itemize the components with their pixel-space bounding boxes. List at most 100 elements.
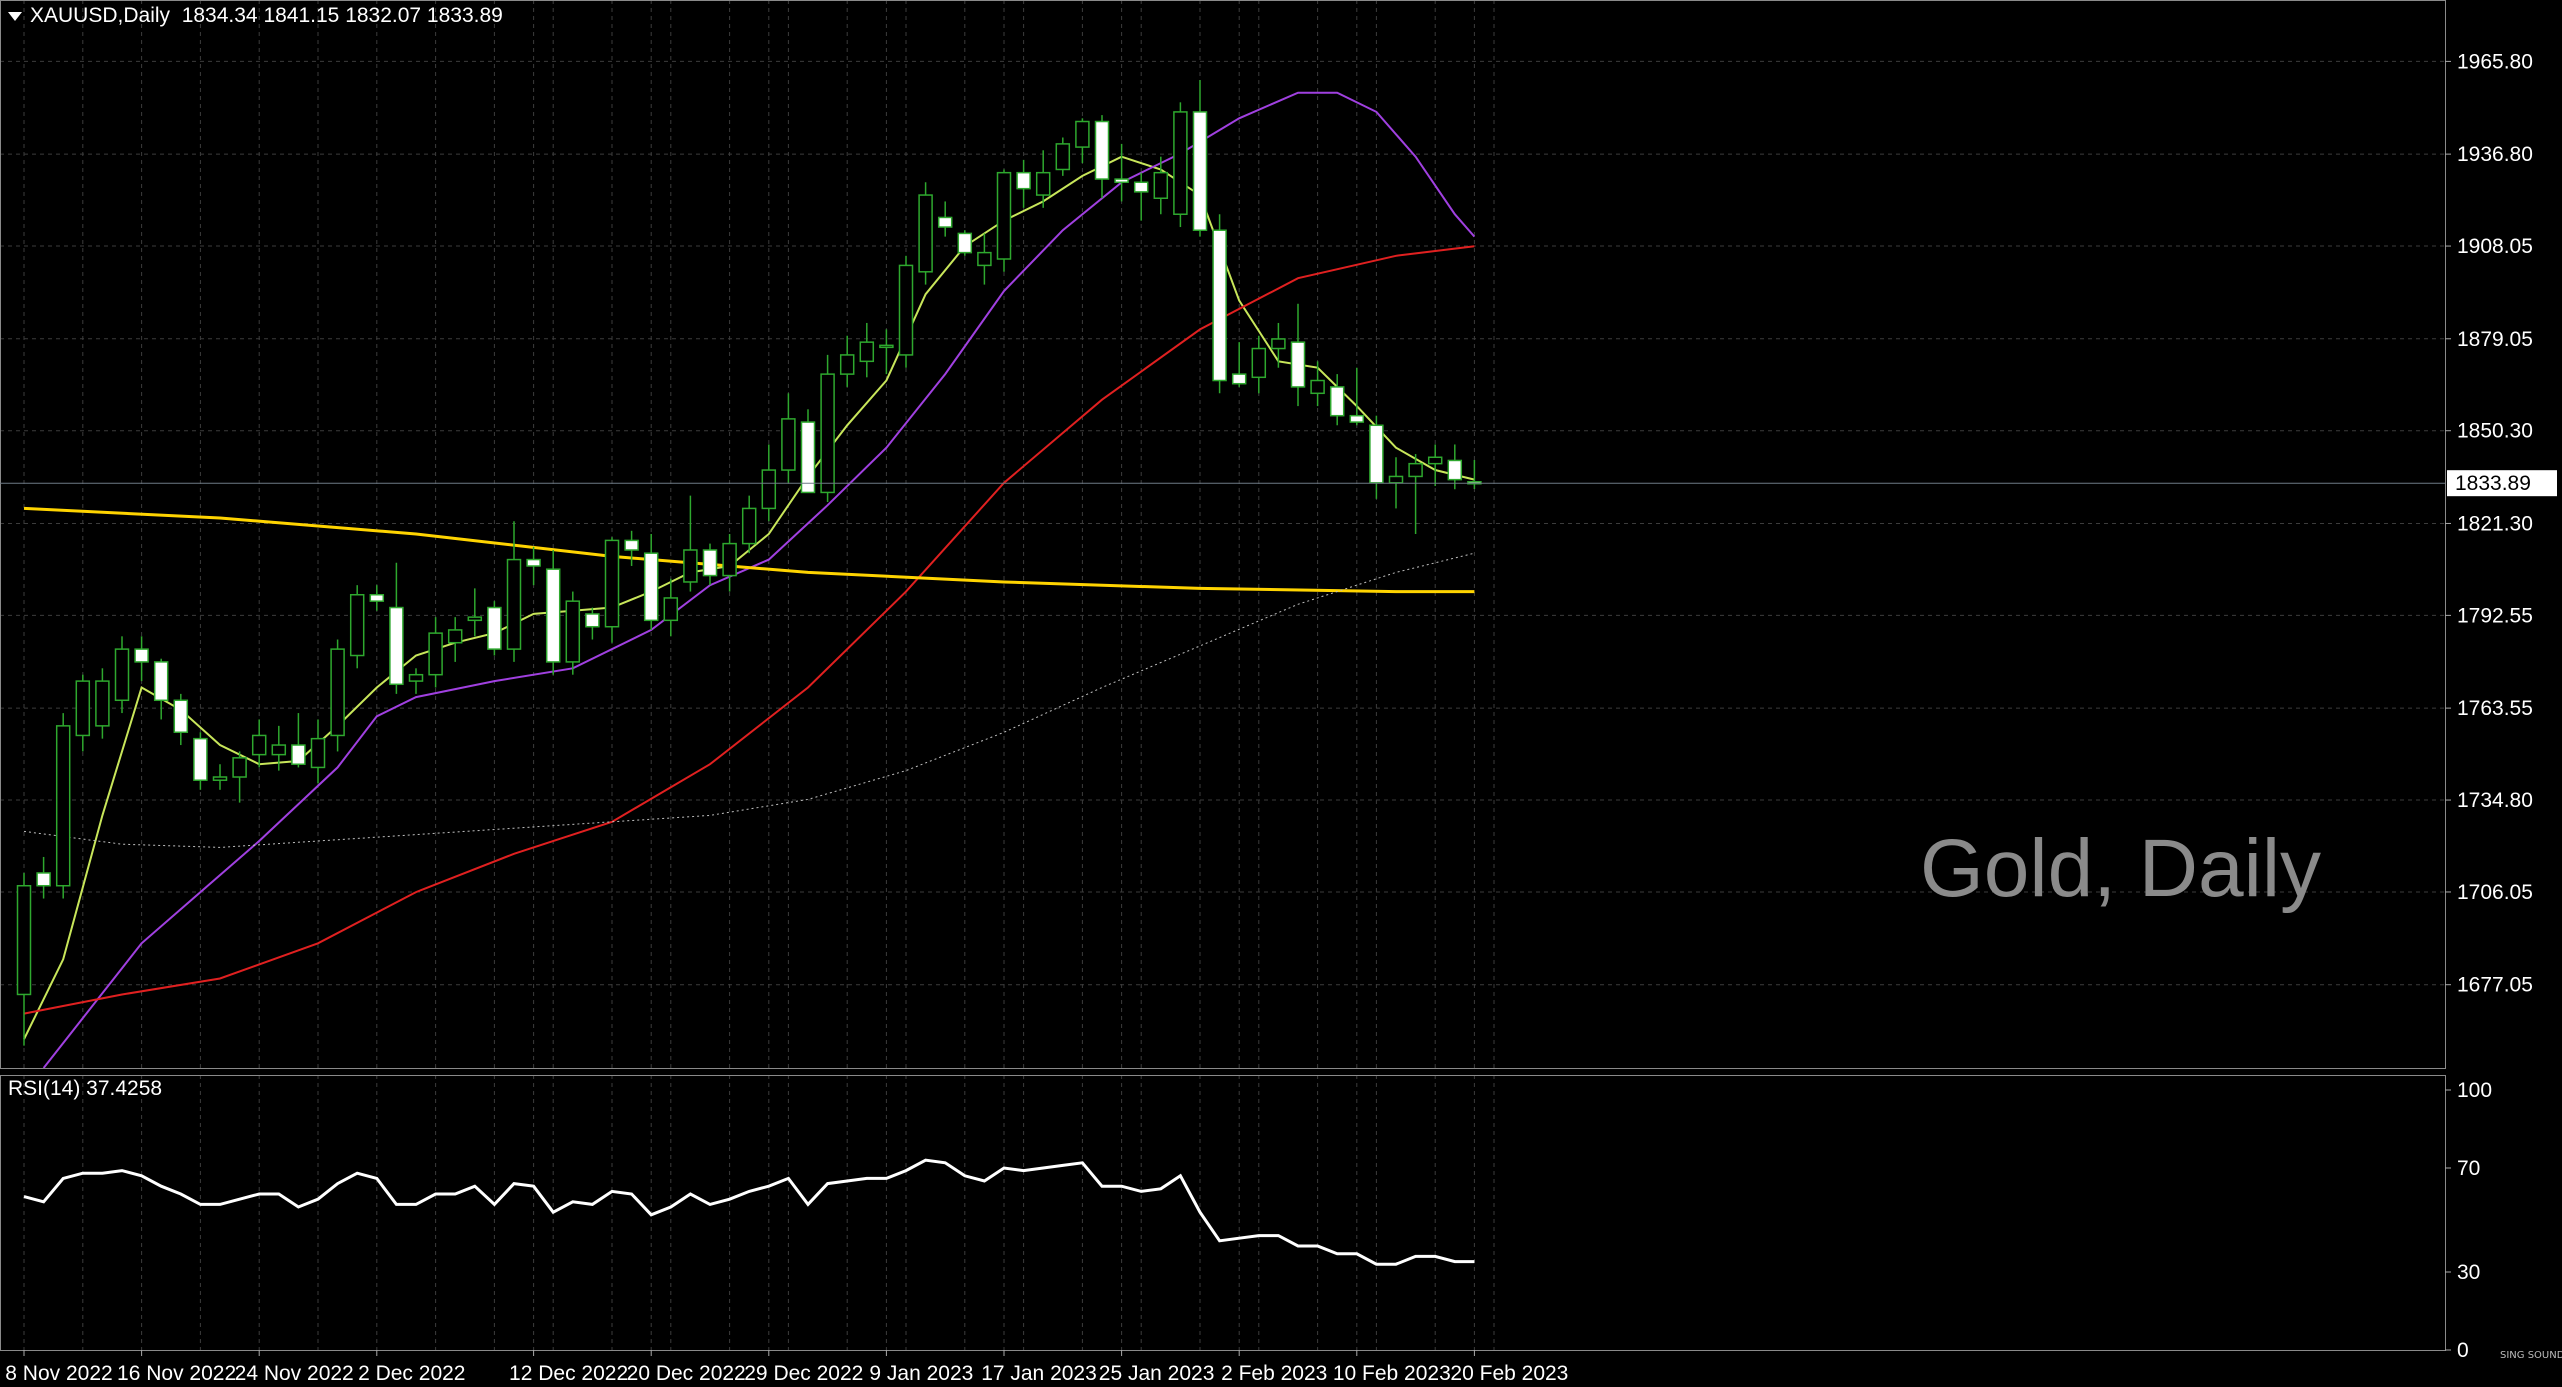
candle-body — [408, 673, 424, 682]
candle-body — [1271, 338, 1286, 350]
price-tick-label: 1792.55 — [2457, 604, 2533, 627]
candle-body — [545, 568, 561, 663]
price-tick-label: 1677.05 — [2457, 974, 2533, 997]
candle-body — [1173, 111, 1188, 215]
candle-body — [428, 632, 443, 676]
candle-body — [1153, 171, 1169, 200]
candle-body — [937, 216, 953, 228]
candle-body — [996, 171, 1012, 260]
moving-average-line-ma_yellow — [23, 506, 1475, 594]
time-tick-label: 24 Nov 2022 — [235, 1362, 354, 1385]
moving-average-line-ma_red — [23, 245, 1475, 1015]
price-tick-label: 1734.80 — [2457, 789, 2533, 812]
candle-body — [663, 597, 679, 622]
rsi-tick-label: 30 — [2457, 1261, 2480, 1284]
candle-body — [1192, 111, 1208, 231]
candle-body — [1310, 379, 1325, 395]
time-tick-label: 9 Jan 2023 — [869, 1362, 973, 1385]
candle-body — [1369, 424, 1384, 484]
candle-body — [487, 606, 502, 650]
candle-body — [1016, 171, 1031, 190]
candle-body — [643, 552, 659, 622]
candle-body — [683, 549, 698, 583]
candle-body — [95, 680, 110, 727]
time-tick-label: 25 Jan 2023 — [1099, 1362, 1215, 1385]
price-tick-label: 1908.05 — [2457, 235, 2533, 258]
symbol-label: XAUUSD,Daily — [30, 4, 171, 27]
candle-body — [55, 725, 71, 887]
rsi-line — [23, 1158, 1475, 1266]
price-tick-label: 1821.30 — [2457, 512, 2533, 535]
price-tick-label: 1850.30 — [2457, 420, 2533, 443]
candle-body — [1427, 456, 1443, 465]
candle-body — [193, 737, 208, 781]
candle-body — [1231, 373, 1247, 385]
price-tick-label: 1879.05 — [2457, 328, 2533, 351]
candle-body — [173, 699, 189, 734]
candle-body — [702, 549, 718, 577]
rsi-tick-label: 70 — [2457, 1157, 2480, 1180]
candle-body — [1447, 459, 1463, 481]
time-tick-label: 10 Feb 2023 — [1333, 1362, 1451, 1385]
time-tick-label: 16 Nov 2022 — [117, 1362, 236, 1385]
time-tick-label: 17 Jan 2023 — [981, 1362, 1097, 1385]
rsi-label: RSI(14) 37.4258 — [8, 1077, 163, 1100]
price-panel-border — [0, 0, 2446, 1069]
candle-body — [291, 744, 306, 765]
candle-body — [1290, 341, 1306, 388]
rsi-panel — [23, 1158, 1475, 1266]
candle-body — [467, 616, 483, 622]
price-tick-label: 1936.80 — [2457, 143, 2533, 166]
candle-body — [232, 757, 247, 778]
candle-body — [330, 648, 345, 737]
candle-body — [16, 884, 32, 996]
time-tick-label: 20 Feb 2023 — [1450, 1362, 1568, 1385]
candle-body — [1212, 229, 1227, 382]
candle-body — [604, 539, 620, 628]
brand-logo: SING SOUND — [2500, 1350, 2562, 1361]
candle-body — [722, 542, 737, 577]
time-tick-label: 12 Dec 2022 — [509, 1362, 628, 1385]
candle-body — [1133, 181, 1149, 193]
moving-averages — [23, 91, 1476, 1069]
candle-body — [859, 341, 875, 363]
chart-header[interactable]: XAUUSD,Daily 1834.34 1841.15 1832.07 183… — [8, 4, 503, 28]
candle-body — [898, 264, 914, 356]
candle-body — [1035, 171, 1051, 196]
candle-body — [369, 594, 385, 602]
candle-body — [761, 469, 777, 510]
time-tick-label: 29 Dec 2022 — [744, 1362, 863, 1385]
candle-body — [918, 194, 933, 273]
time-tick-label: 8 Nov 2022 — [5, 1362, 112, 1385]
candle-body — [153, 661, 169, 702]
time-tick-label: 20 Dec 2022 — [627, 1362, 746, 1385]
candle-body — [565, 600, 581, 663]
time-tick-label: 2 Dec 2022 — [358, 1362, 465, 1385]
rsi-panel-border — [0, 1075, 2446, 1351]
moving-average-line-ma_purple — [42, 91, 1476, 1069]
candle-body — [1408, 462, 1423, 478]
candle-body — [349, 594, 365, 657]
rsi-tick-label: 0 — [2457, 1339, 2469, 1362]
candle-body — [957, 232, 973, 254]
price-tick-label: 1965.80 — [2457, 50, 2533, 73]
chart-watermark: Gold, Daily — [1920, 823, 2322, 914]
candle-body — [447, 629, 463, 644]
candle-body — [781, 418, 796, 471]
candle-body — [1329, 386, 1345, 417]
candle-body — [389, 606, 404, 686]
candle-body — [1388, 475, 1404, 484]
candle-body — [741, 507, 757, 545]
rsi-tick-label: 100 — [2457, 1079, 2492, 1102]
grid-lines — [0, 0, 2445, 1350]
current-price-box — [2447, 470, 2557, 497]
candle-body — [310, 737, 326, 769]
moving-average-line-ma_slow_dotted — [23, 552, 1475, 848]
price-tick-label: 1763.55 — [2457, 697, 2533, 720]
candle-body — [114, 648, 130, 702]
candle-body — [36, 872, 51, 887]
dropdown-triangle-icon[interactable] — [8, 11, 22, 21]
ohlc-values: 1834.34 1841.15 1832.07 1833.89 — [181, 4, 503, 27]
candlesticks — [16, 79, 1482, 1046]
